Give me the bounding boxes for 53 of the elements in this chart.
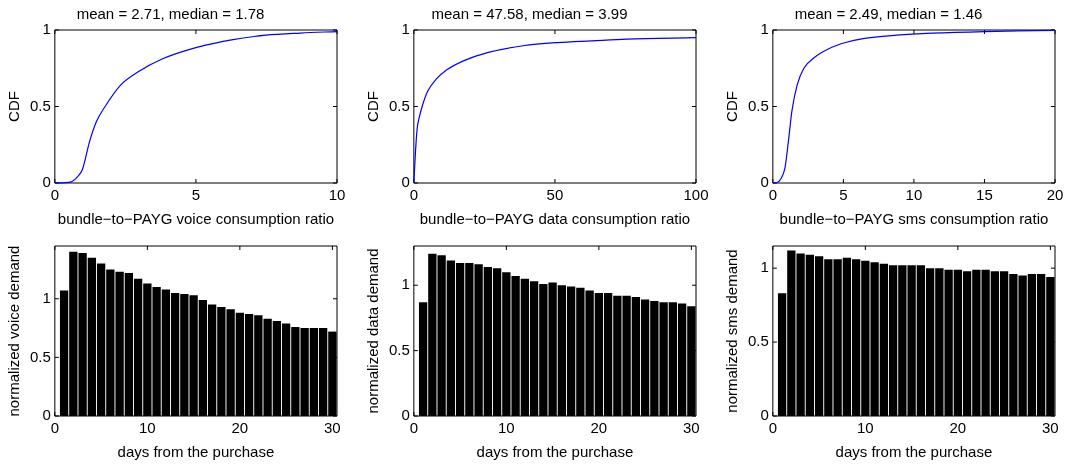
y-tick-label: 1 xyxy=(760,258,769,276)
y-axis-title: CDF xyxy=(723,91,741,122)
y-tick-label: 0.5 xyxy=(29,96,51,114)
y-tick-label: 0 xyxy=(42,406,51,424)
y-tick-label: 0.5 xyxy=(29,347,51,365)
y-tick-label: 0 xyxy=(42,173,51,191)
y-tick-label: 1 xyxy=(401,275,410,293)
x-tick-label: 30 xyxy=(683,419,700,437)
x-tick-label: 30 xyxy=(1042,419,1059,437)
chart-title: mean = 2.71, median = 1.78 xyxy=(76,5,265,23)
y-tick-label: 1 xyxy=(760,20,769,38)
y-tick-label: 0.5 xyxy=(388,96,410,114)
x-tick-label: 10 xyxy=(857,419,874,437)
y-tick-label: 0.5 xyxy=(747,332,769,350)
y-tick-label: 1 xyxy=(42,288,51,306)
x-tick-label: 20 xyxy=(590,419,608,437)
x-tick-label: 5 xyxy=(191,186,201,204)
y-tick-label: 0 xyxy=(401,173,410,191)
y-axis-title: normalized data demand xyxy=(364,248,382,414)
x-axis-title: days from the purchase xyxy=(117,443,275,461)
y-tick-label: 0 xyxy=(760,406,769,424)
x-tick-label: 20 xyxy=(949,419,967,437)
x-axis-title: bundle−to−PAYG data consumption ratio xyxy=(419,210,691,228)
chart-title: mean = 47.58, median = 3.99 xyxy=(431,5,628,23)
x-tick-label: 10 xyxy=(328,186,346,204)
y-axis-title: normalized sms demand xyxy=(723,249,741,413)
x-tick-label: 100 xyxy=(683,186,709,204)
x-tick-label: 30 xyxy=(324,419,341,437)
y-tick-label: 0 xyxy=(760,173,769,191)
x-axis-title: bundle−to−PAYG sms consumption ratio xyxy=(779,210,1049,228)
x-tick-label: 10 xyxy=(905,186,923,204)
x-tick-label: 10 xyxy=(498,419,515,437)
y-tick-label: 0 xyxy=(401,406,410,424)
x-axis-title: bundle−to−PAYG voice consumption ratio xyxy=(57,210,335,228)
x-tick-label: 50 xyxy=(546,186,564,204)
x-axis-title: days from the purchase xyxy=(835,443,993,461)
line-series xyxy=(772,29,1056,184)
x-tick-label: 20 xyxy=(1046,186,1064,204)
x-axis-title: days from the purchase xyxy=(476,443,634,461)
line-series xyxy=(413,37,697,184)
x-tick-label: 5 xyxy=(839,186,848,204)
y-axis-title: CDF xyxy=(364,91,382,122)
y-tick-label: 1 xyxy=(42,20,51,38)
y-tick-label: 0.5 xyxy=(747,96,769,114)
y-axis-title: CDF xyxy=(5,91,23,122)
x-tick-label: 20 xyxy=(231,419,249,437)
y-tick-label: 0.5 xyxy=(388,340,410,358)
line-series xyxy=(54,30,338,184)
chart-title: mean = 2.49, median = 1.46 xyxy=(794,5,983,23)
x-tick-label: 10 xyxy=(139,419,156,437)
x-tick-label: 15 xyxy=(976,186,993,204)
y-axis-title: normalized voice demand xyxy=(5,245,23,417)
y-tick-label: 1 xyxy=(401,20,410,38)
